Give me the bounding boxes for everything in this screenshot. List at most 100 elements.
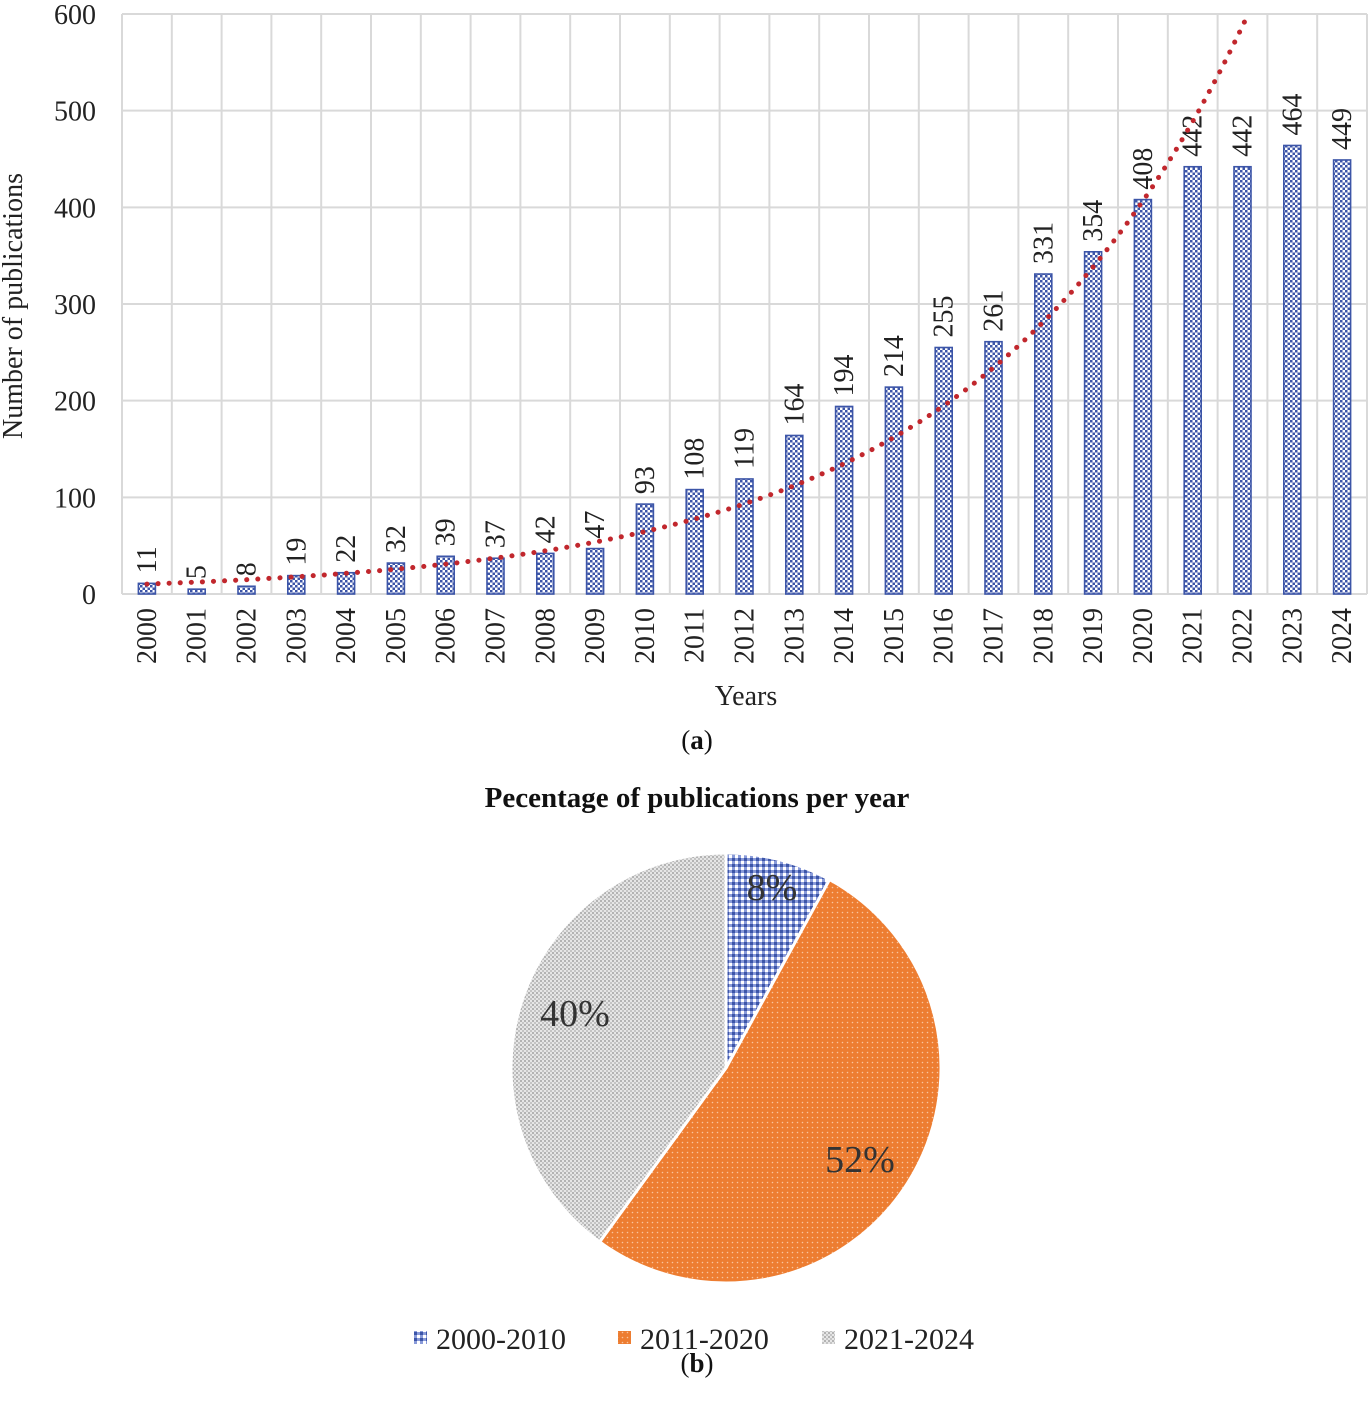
y-tick-label: 300	[54, 290, 96, 321]
bar-2012	[735, 478, 754, 595]
bar-value-label: 47	[580, 511, 611, 539]
x-tick-label: 2006	[431, 608, 462, 664]
exponential-trendline	[144, 13, 1250, 587]
bar-chart-x-tick-labels: 2000 2001 2002 2003 2004 2005 2006 2007 2008 2009…	[132, 608, 1358, 664]
x-tick-label: 2012	[730, 608, 761, 664]
bar-value-label: 261	[979, 290, 1010, 332]
x-tick-label: 2018	[1028, 608, 1059, 664]
bar-2016	[934, 346, 954, 595]
x-tick-label: 2003	[281, 608, 312, 664]
x-tick-label: 2014	[829, 608, 860, 664]
bar-2021	[1183, 165, 1202, 595]
x-tick-label: 2020	[1128, 608, 1159, 664]
x-tick-label: 2022	[1228, 608, 1259, 664]
bar-2010	[635, 503, 655, 595]
bar-value-label: 464	[1277, 93, 1308, 135]
legend-label: 2011-2020	[640, 1323, 769, 1356]
x-tick-label: 2017	[979, 608, 1010, 664]
bar-value-label: 37	[481, 520, 512, 548]
x-tick-label: 2013	[779, 608, 810, 664]
bar-value-label: 42	[530, 515, 561, 543]
bar-2018	[1034, 273, 1053, 595]
bar-value-label: 442	[1228, 115, 1259, 157]
bar-chart-y-tick-labels: 0 100 200 300 400 500 600	[54, 0, 96, 611]
bar-value-label: 11	[132, 546, 163, 573]
bar-value-label: 22	[331, 535, 362, 563]
bar-2003	[286, 574, 306, 595]
x-tick-label: 2021	[1178, 608, 1209, 664]
bar-value-label: 93	[630, 466, 661, 494]
y-axis-title: Number of publications	[0, 173, 29, 439]
caption-b: (b)	[680, 1348, 713, 1378]
bar-2013	[784, 434, 804, 595]
pie-slice-label: 52%	[825, 1139, 895, 1181]
pie-slice-2011-2020	[597, 877, 943, 1285]
bar-2008	[535, 552, 555, 595]
y-tick-label: 600	[54, 0, 96, 31]
bar-value-label: 5	[182, 565, 213, 579]
bar-value-label: 214	[879, 335, 910, 377]
x-tick-label: 2005	[381, 608, 412, 664]
y-tick-label: 0	[82, 580, 96, 611]
bar-value-label: 39	[431, 518, 462, 546]
pie-slice-label: 8%	[747, 867, 798, 909]
bar-2015	[884, 386, 904, 595]
bar-2023	[1283, 144, 1302, 595]
x-tick-label: 2009	[580, 608, 611, 664]
y-tick-label: 500	[54, 97, 96, 128]
legend-swatch	[414, 1331, 427, 1344]
bar-value-label: 164	[779, 383, 810, 425]
x-tick-label: 2011	[680, 608, 711, 663]
x-tick-label: 2007	[481, 608, 512, 664]
x-tick-label: 2024	[1327, 608, 1358, 664]
x-tick-label: 2019	[1078, 608, 1109, 664]
bar-value-label: 108	[680, 438, 711, 480]
pie-slice-2021-2024	[509, 851, 728, 1245]
x-tick-label: 2000	[132, 608, 163, 664]
bar-value-label: 408	[1128, 148, 1159, 190]
x-tick-label: 2010	[630, 608, 661, 664]
bar-value-label: 8	[232, 562, 263, 576]
bar-chart-gridlines	[121, 13, 1368, 595]
bar-2020	[1133, 198, 1153, 595]
legend-label: 2021-2024	[844, 1323, 974, 1356]
x-tick-label: 2016	[929, 608, 960, 664]
bar-2017	[984, 340, 1003, 595]
pie-chart	[509, 851, 943, 1285]
bar-2011	[685, 488, 705, 595]
bar-value-label: 354	[1078, 200, 1109, 242]
caption-a-letter: a	[690, 725, 704, 755]
y-tick-label: 400	[54, 193, 96, 224]
bar-chart-trendline	[144, 13, 1250, 587]
caption-a: (a)	[681, 725, 713, 755]
bar-2014	[834, 405, 854, 595]
legend-swatch	[618, 1331, 631, 1344]
bar-value-label: 19	[281, 538, 312, 566]
bar-2019	[1083, 251, 1103, 595]
pie-chart-labels: 8% 52% 40%	[540, 867, 895, 1181]
x-tick-label: 2023	[1277, 608, 1308, 664]
pie-chart-title: Pecentage of publications per year	[485, 782, 910, 814]
bar-2001	[187, 588, 206, 595]
pie-slice-label: 40%	[540, 993, 610, 1035]
x-axis-title: Years	[715, 681, 778, 712]
bar-2007	[486, 557, 505, 595]
caption-b-letter: b	[689, 1348, 704, 1378]
bar-2024	[1332, 159, 1352, 595]
y-tick-label: 200	[54, 387, 96, 418]
x-tick-label: 2001	[182, 608, 213, 664]
x-tick-label: 2015	[879, 608, 910, 664]
x-tick-label: 2002	[232, 608, 263, 664]
bar-value-label: 331	[1028, 222, 1059, 264]
y-tick-label: 100	[54, 483, 96, 514]
bar-chart-value-labels: 11 5 8 19 22 32 39 37 42 47 93 108 119 164 194 214 255 26…	[132, 93, 1358, 579]
bar-2009	[585, 547, 605, 595]
bar-value-label: 119	[730, 428, 761, 469]
bar-2006	[436, 555, 456, 595]
bar-value-label: 255	[929, 296, 960, 338]
bar-2004	[336, 571, 356, 595]
bar-2002	[237, 585, 256, 595]
x-tick-label: 2008	[530, 608, 561, 664]
x-tick-label: 2004	[331, 608, 362, 664]
